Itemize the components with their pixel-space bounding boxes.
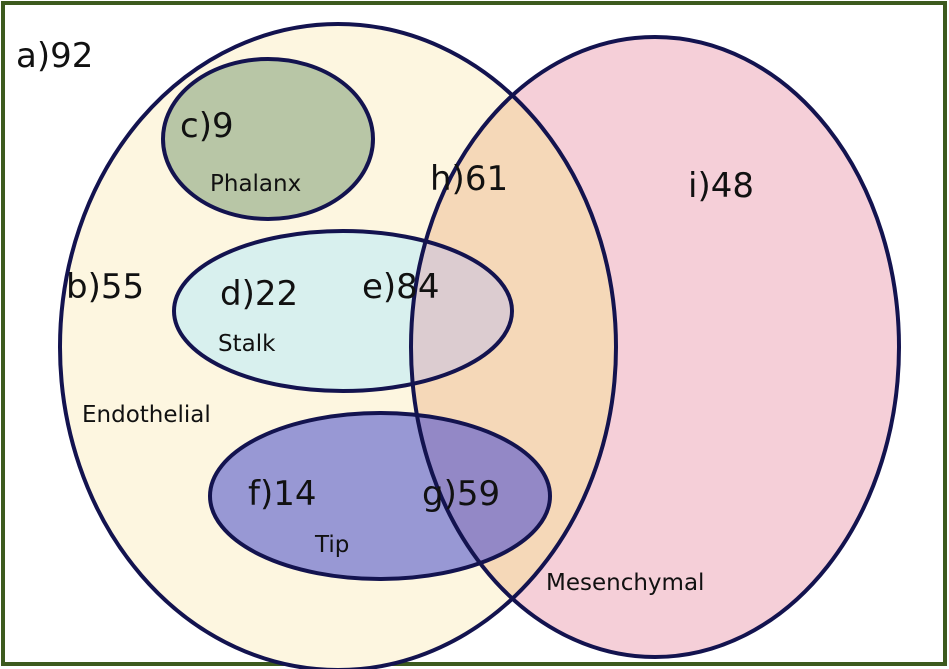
- region-g-label: g)59: [422, 474, 500, 514]
- stalk-ellipse-outline: [172, 229, 514, 393]
- endothelial-set-label: Endothelial: [82, 402, 211, 428]
- region-f-label: f)14: [248, 474, 317, 514]
- region-c-label: c)9: [180, 106, 234, 146]
- endothelial-circle-outline: [58, 22, 618, 669]
- stalk-set-label: Stalk: [218, 331, 276, 357]
- tip-set-label: Tip: [314, 532, 349, 558]
- region-d-label: d)22: [220, 274, 298, 314]
- region-h-label: h)61: [430, 159, 508, 199]
- region-b-label: b)55: [66, 267, 144, 307]
- stalk-mesenchymal-overlap: [411, 231, 512, 391]
- mesenchymal-circle-outline: [409, 35, 901, 659]
- region-e-label: e)84: [362, 267, 439, 307]
- region-i-label: i)48: [688, 166, 754, 206]
- mesenchymal-set-label: Mesenchymal: [546, 570, 704, 596]
- phalanx-ellipse: [161, 57, 375, 221]
- tip-mesenchymal-overlap: [411, 413, 550, 579]
- tip-ellipse-outline: [208, 411, 552, 581]
- region-a-label: a)92: [16, 36, 93, 76]
- phalanx-set-label: Phalanx: [210, 171, 301, 197]
